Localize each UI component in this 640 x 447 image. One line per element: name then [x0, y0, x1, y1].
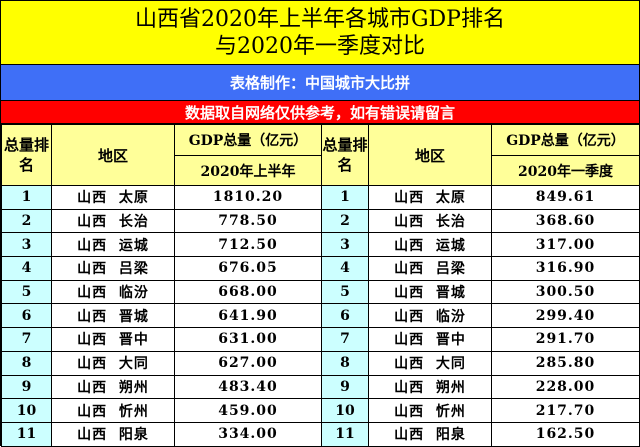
left-rank-cell: 3 [1, 232, 52, 258]
table-row: 9 山西 朔州 483.40 9 山西 朔州 228.00 [1, 374, 640, 400]
left-rank-cell: 11 [1, 421, 52, 447]
left-gdp-cell: 668.00 [174, 279, 322, 305]
right-gdp-cell: 228.00 [491, 374, 640, 400]
left-gdp-cell: 459.00 [174, 398, 322, 423]
right-gdp-cell: 291.70 [491, 327, 640, 352]
right-rank-cell: 4 [321, 256, 369, 281]
table-row: 11 山西 阳泉 334.00 11 山西 阳泉 162.50 [1, 421, 640, 447]
right-gdp-cell: 317.00 [491, 232, 640, 258]
left-rank-cell: 5 [1, 279, 52, 305]
table-row: 5 山西 临汾 668.00 5 山西 晋城 300.50 [1, 279, 640, 305]
right-rank-cell: 1 [321, 185, 369, 210]
left-gdp-cell: 334.00 [174, 421, 322, 447]
title-line-1: 山西省2020年上半年各城市GDP排名 [134, 6, 505, 32]
left-gdp-cell: 1810.20 [174, 185, 322, 210]
left-region-cell: 山西 太原 [51, 185, 175, 210]
right-gdp-cell: 316.90 [491, 256, 640, 281]
maker-band: 表格制作：中国城市大比拼 [1, 65, 639, 101]
right-rank-cell: 5 [321, 279, 369, 305]
table-row: 6 山西 晋城 641.90 6 山西 临汾 299.40 [1, 303, 640, 329]
right-rank-cell: 9 [321, 374, 369, 400]
right-rank-cell: 3 [321, 232, 369, 258]
left-rank-cell: 8 [1, 350, 52, 376]
right-gdp-cell: 300.50 [491, 279, 640, 305]
table-row: 1 山西 太原 1810.20 1 山西 太原 849.61 [1, 185, 640, 210]
right-region-cell: 山西 晋城 [368, 279, 492, 305]
right-region-cell: 山西 阳泉 [368, 421, 492, 447]
left-rank-cell: 4 [1, 256, 52, 281]
table-row: 7 山西 晋中 631.00 7 山西 晋中 291.70 [1, 327, 640, 352]
right-region-cell: 山西 临汾 [368, 303, 492, 329]
table-row: 8 山西 大同 627.00 8 山西 大同 285.80 [1, 350, 640, 376]
right-rank-cell: 7 [321, 327, 369, 352]
left-period-header: 2020年上半年 [174, 155, 322, 186]
left-region-cell: 山西 晋中 [51, 327, 175, 352]
left-gdp-cell: 778.50 [174, 208, 322, 234]
left-gdp-cell: 627.00 [174, 350, 322, 376]
title-band: 山西省2020年上半年各城市GDP排名 与2020年一季度对比 [1, 1, 639, 65]
left-region-header: 地区 [51, 124, 175, 186]
left-gdp-cell: 676.05 [174, 256, 322, 281]
left-rank-cell: 2 [1, 208, 52, 234]
left-gdp-cell: 631.00 [174, 327, 322, 352]
left-rank-cell: 9 [1, 374, 52, 400]
left-rank-cell: 1 [1, 185, 52, 210]
right-rank-cell: 6 [321, 303, 369, 329]
table-row: 4 山西 吕梁 676.05 4 山西 吕梁 316.90 [1, 256, 640, 281]
left-gdp-cell: 641.90 [174, 303, 322, 329]
right-region-cell: 山西 晋中 [368, 327, 492, 352]
right-gdp-cell: 162.50 [491, 421, 640, 447]
right-rank-header: 总量排名 [321, 124, 369, 186]
right-gdp-cell: 217.70 [491, 398, 640, 423]
right-gdp-cell: 285.80 [491, 350, 640, 376]
right-period-header: 2020年一季度 [491, 155, 640, 186]
left-gdp-cell: 712.50 [174, 232, 322, 258]
right-rank-cell: 2 [321, 208, 369, 234]
right-gdp-cell: 368.60 [491, 208, 640, 234]
right-gdp-header: GDP总量（亿元） [491, 124, 640, 156]
left-region-cell: 山西 晋城 [51, 303, 175, 329]
right-region-cell: 山西 吕梁 [368, 256, 492, 281]
left-region-cell: 山西 朔州 [51, 374, 175, 400]
left-region-cell: 山西 阳泉 [51, 421, 175, 447]
right-rank-cell: 8 [321, 350, 369, 376]
header-row: 总量排名 地区 GDP总量（亿元） 总量排名 地区 GDP总量（亿元） [1, 124, 640, 186]
header-subrow: 2020年上半年 2020年一季度 [2, 155, 640, 186]
left-gdp-cell: 483.40 [174, 374, 322, 400]
left-rank-cell: 10 [1, 398, 52, 423]
right-rank-cell: 10 [321, 398, 369, 423]
right-region-cell: 山西 大同 [368, 350, 492, 376]
left-region-cell: 山西 吕梁 [51, 256, 175, 281]
left-rank-cell: 7 [1, 327, 52, 352]
table-row: 3 山西 运城 712.50 3 山西 运城 317.00 [1, 232, 640, 258]
disclaimer-band: 数据取自网络仅供参考，如有错误请留言 [1, 101, 639, 124]
right-region-cell: 山西 长治 [368, 208, 492, 234]
title-line-2: 与2020年一季度对比 [215, 33, 425, 59]
right-region-cell: 山西 朔州 [368, 374, 492, 400]
table-row: 10 山西 忻州 459.00 10 山西 忻州 217.70 [1, 398, 640, 423]
right-gdp-cell: 849.61 [491, 185, 640, 210]
gdp-comparison-table: 总量排名 地区 GDP总量（亿元） 总量排名 地区 GDP总量（亿元） 2020… [1, 124, 640, 447]
left-region-cell: 山西 大同 [51, 350, 175, 376]
left-gdp-header: GDP总量（亿元） [174, 124, 322, 156]
left-region-cell: 山西 忻州 [51, 398, 175, 423]
left-rank-cell: 6 [1, 303, 52, 329]
left-rank-header: 总量排名 [1, 124, 52, 186]
right-region-cell: 山西 太原 [368, 185, 492, 210]
table-body: 1 山西 太原 1810.20 1 山西 太原 849.61 2 山西 长治 778.50 2 山西… [1, 185, 640, 447]
table-row: 2 山西 长治 778.50 2 山西 长治 368.60 [1, 208, 640, 234]
right-region-cell: 山西 忻州 [368, 398, 492, 423]
left-region-cell: 山西 长治 [51, 208, 175, 234]
right-gdp-cell: 299.40 [491, 303, 640, 329]
right-rank-cell: 11 [321, 421, 369, 447]
left-region-cell: 山西 运城 [51, 232, 175, 258]
right-region-header: 地区 [368, 124, 492, 186]
left-region-cell: 山西 临汾 [51, 279, 175, 305]
right-region-cell: 山西 运城 [368, 232, 492, 258]
